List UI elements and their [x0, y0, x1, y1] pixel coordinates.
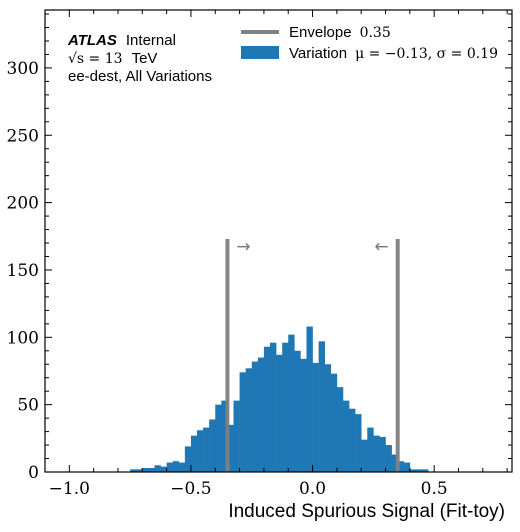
histogram-bar	[306, 327, 312, 472]
y-tick-label: 300	[7, 59, 39, 79]
histogram-bar	[386, 445, 392, 472]
histogram-bar	[234, 401, 240, 472]
histogram-bar	[154, 465, 160, 472]
svg-text:√s = 13 TeV: √s = 13 TeV	[68, 50, 157, 67]
tev-text: TeV	[132, 50, 158, 67]
svg-text:Envelope 0.35: Envelope 0.35	[289, 24, 391, 41]
histogram-bar	[240, 372, 246, 472]
histogram-bar	[142, 468, 148, 472]
histogram-bar	[300, 359, 306, 472]
histogram-bar	[349, 409, 355, 472]
histogram-bar	[264, 347, 270, 472]
histogram-bar	[294, 351, 300, 472]
y-tick-label: 150	[7, 261, 39, 281]
histogram-bar	[282, 343, 288, 472]
histogram-bar	[276, 355, 282, 472]
histogram-bar	[325, 364, 331, 472]
category-text: ee-dest, All Variations	[68, 68, 212, 85]
histogram-bar	[161, 467, 167, 472]
sqrt-s-text: √s = 13	[68, 51, 123, 67]
y-tick-label: 50	[17, 396, 39, 416]
histogram-bar	[209, 419, 215, 472]
histogram-bar	[270, 343, 276, 472]
histogram-bar	[148, 468, 154, 472]
histogram-bar	[252, 362, 258, 472]
y-tick-label: 200	[7, 194, 39, 214]
y-tick-label: 100	[7, 328, 39, 348]
histogram-bar	[197, 430, 203, 472]
histogram-bar	[179, 463, 185, 472]
legend-variation-swatch	[241, 46, 279, 59]
histogram-bar	[319, 341, 325, 472]
legend-variation-label: Variation	[289, 45, 347, 62]
svg-text:Variation μ = −0.13, σ =: Variation μ = −0.13, σ = 0.19	[289, 45, 498, 62]
histogram-bar	[215, 405, 221, 472]
x-axis-label: Induced Spurious Signal (Fit-toy)	[228, 501, 505, 522]
histogram-bar	[185, 446, 191, 472]
histogram-bar	[258, 358, 264, 472]
legend-envelope-value: 0.35	[360, 25, 391, 41]
x-tick-label: 0.5	[421, 479, 448, 499]
histogram-bar	[404, 463, 410, 472]
atlas-text: ATLAS	[67, 32, 117, 49]
x-tick-label: −0.5	[170, 479, 211, 499]
histogram-bar	[246, 368, 252, 472]
legend-envelope-label: Envelope	[289, 24, 352, 41]
histogram-bar	[173, 461, 179, 472]
histogram-bar	[167, 463, 173, 472]
histogram-bar	[191, 436, 197, 472]
y-tick-label: 250	[7, 126, 39, 146]
histogram-bar	[288, 335, 294, 472]
histogram-bar	[361, 440, 367, 472]
histogram-bar	[355, 414, 361, 472]
x-tick-label: −1.0	[49, 479, 90, 499]
histogram-bar	[331, 374, 337, 472]
histogram-bar	[343, 401, 349, 472]
arrow-right: →	[236, 237, 250, 257]
x-tick-label: 0.0	[299, 479, 326, 499]
histogram-bar	[367, 428, 373, 472]
histogram-bar	[337, 387, 343, 472]
y-tick-label: 0	[28, 463, 39, 483]
histogram-bar	[379, 437, 385, 472]
legend-variation-stats: μ = −0.13, σ = 0.19	[355, 46, 498, 62]
histogram-bar	[313, 363, 319, 472]
histogram-bar	[373, 436, 379, 472]
arrow-left: ←	[374, 237, 388, 257]
internal-text: Internal	[126, 32, 176, 49]
histogram-bar	[203, 428, 209, 472]
